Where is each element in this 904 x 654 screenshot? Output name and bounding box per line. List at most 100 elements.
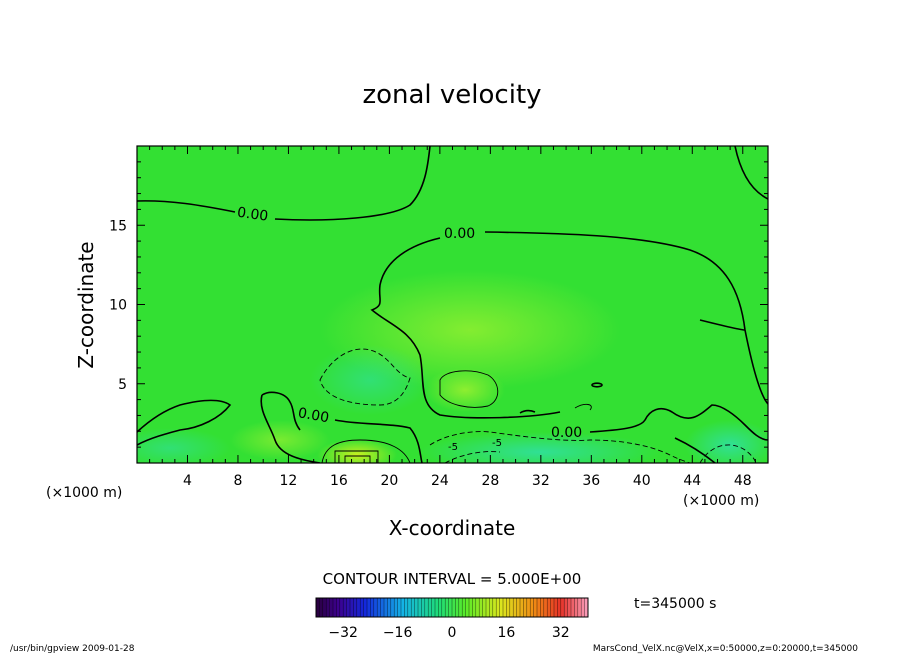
- colorbar-segment: [516, 598, 521, 617]
- colorbar-frame: [315, 597, 589, 618]
- colorbar-segment: [441, 598, 446, 617]
- colorbar-segment: [407, 598, 412, 617]
- colorbar-tick-label: −16: [383, 625, 413, 641]
- x-tick-label: 4: [183, 473, 192, 489]
- colorbar-segment: [414, 598, 419, 617]
- colorbar-segment: [523, 598, 528, 617]
- y-axis-label: Z-coordinate: [74, 241, 98, 368]
- colorbar-segment: [397, 598, 402, 617]
- positive-contours: [321, 370, 592, 463]
- colorbar-segment: [319, 598, 324, 617]
- colorbar-segment: [509, 598, 514, 617]
- x-unit-left: (×1000 m): [46, 485, 122, 501]
- colorbar-segment: [489, 598, 494, 617]
- colorbar-segment: [564, 598, 568, 617]
- x-tick-label: 28: [481, 473, 499, 489]
- colorbar-segment: [581, 598, 585, 617]
- colorbar-segment: [418, 598, 422, 617]
- colorbar-segment: [455, 598, 460, 617]
- colorbar-segment: [554, 598, 558, 617]
- colorbar-segment: [567, 598, 572, 617]
- colorbar-segment: [543, 598, 548, 617]
- colorbar-segment: [387, 598, 392, 617]
- colorbar-segment: [540, 598, 545, 617]
- colorbar-segment: [370, 598, 375, 617]
- contour-label: 0.00: [236, 205, 269, 225]
- footer-right: MarsCond_VelX.nc@VelX,x=0:50000,z=0:2000…: [593, 644, 858, 654]
- negative-contours: [319, 348, 757, 463]
- colorbar-segment: [390, 598, 395, 617]
- y-tick-label: 15: [109, 218, 127, 234]
- colorbar-segment: [574, 598, 579, 617]
- footer-left: /usr/bin/gpview 2009-01-28: [10, 644, 135, 654]
- colorbar-segment: [326, 598, 330, 617]
- colorbar-segment: [526, 598, 531, 617]
- colorbar-segment: [560, 598, 565, 617]
- contour-interval: CONTOUR INTERVAL = 5.000E+00: [323, 570, 582, 588]
- colorbar-segment: [513, 598, 517, 617]
- colorbar-segment: [533, 598, 538, 617]
- chart-title: zonal velocity: [362, 80, 541, 110]
- colorbar-segment: [503, 598, 507, 617]
- colorbar-segment: [329, 598, 334, 617]
- colorbar-segment: [530, 598, 534, 617]
- colorbar-segment: [499, 598, 504, 617]
- x-tick-label: 40: [633, 473, 651, 489]
- colorbar-segment: [435, 598, 439, 617]
- colorbar-tick-label: −32: [328, 625, 358, 641]
- colorbar-segment: [322, 598, 327, 617]
- colorbar-segment: [506, 598, 511, 617]
- x-tick-label: 16: [330, 473, 348, 489]
- colorbar-segment: [465, 598, 470, 617]
- x-tick-label: 12: [280, 473, 298, 489]
- colorbar-segment: [333, 598, 337, 617]
- contour-label: 0.00: [297, 405, 330, 426]
- x-tick-label: 32: [532, 473, 550, 489]
- time-label: t=345000 s: [634, 596, 716, 612]
- colorbar-segment: [336, 598, 341, 617]
- contour-labels: 0.00 0.00 0.00 0.00 -5 -5: [236, 205, 582, 453]
- x-tick-label: 24: [431, 473, 449, 489]
- x-tick-label: 48: [734, 473, 752, 489]
- colorbar-segment: [363, 598, 368, 617]
- colorbar-ticks: −32 −16 0 16 32: [328, 625, 569, 641]
- colorbar-segment: [350, 598, 354, 617]
- colorbar-segment: [479, 598, 483, 617]
- colorbar-segment: [547, 598, 551, 617]
- colorbar-segment: [431, 598, 436, 617]
- x-unit-right: (×1000 m): [683, 493, 759, 509]
- colorbar-segment: [401, 598, 405, 617]
- colorbar-segment: [438, 598, 443, 617]
- colorbar-tick-label: 16: [497, 625, 515, 641]
- colorbar-segment: [380, 598, 385, 617]
- contour-label: 0.00: [551, 425, 582, 441]
- colorbar-segment: [452, 598, 456, 617]
- colorbar-segment: [346, 598, 351, 617]
- colorbar-segment: [316, 598, 320, 617]
- colorbar-segment: [377, 598, 381, 617]
- colorbar-segment: [343, 598, 347, 617]
- y-tick-label: 5: [118, 377, 127, 393]
- colorbar-segment: [384, 598, 388, 617]
- colorbar-segment: [411, 598, 415, 617]
- colorbar-segment: [550, 598, 555, 617]
- x-tick-label: 36: [582, 473, 600, 489]
- contour-label: -5: [448, 442, 458, 453]
- colorbar-tick-label: 0: [448, 625, 457, 641]
- y-axis: 5 10 15: [109, 161, 768, 448]
- colorbar-segment: [367, 598, 371, 617]
- colorbar-segment: [520, 598, 524, 617]
- colorbar-segment: [458, 598, 463, 617]
- contour-label: -5: [492, 438, 502, 449]
- colorbar-segment: [373, 598, 378, 617]
- colorbar-segment: [339, 598, 344, 617]
- colorbar-segment: [492, 598, 497, 617]
- colorbar-segment: [486, 598, 490, 617]
- colorbar-segment: [472, 598, 477, 617]
- colorbar-segment: [428, 598, 432, 617]
- colorbar-segment: [462, 598, 466, 617]
- colorbar-segment: [445, 598, 449, 617]
- contour-lines: [137, 146, 768, 463]
- contour-label: 0.00: [444, 226, 475, 242]
